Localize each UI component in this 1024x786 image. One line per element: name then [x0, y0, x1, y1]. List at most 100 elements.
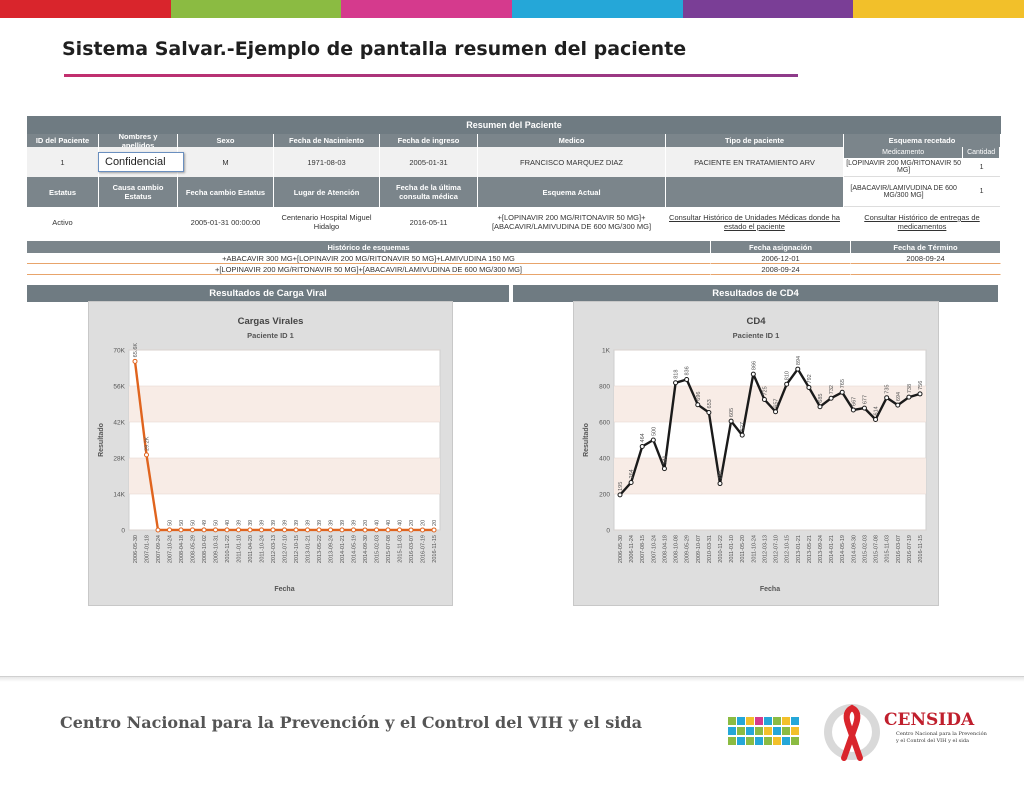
- x-tick-label: 2014-09-30: [851, 535, 857, 563]
- data-point: [784, 381, 790, 387]
- x-tick-label: 2014-09-30: [363, 535, 369, 563]
- data-point: [201, 527, 207, 533]
- y-axis-label: Resultado: [583, 423, 590, 457]
- col-header-estatus: Estatus: [27, 177, 99, 207]
- color-band-yellow: [853, 0, 1024, 18]
- data-point: [661, 466, 667, 472]
- col-header-causa: Causa cambio Estatus: [99, 177, 178, 207]
- y-tick-label: 42K: [113, 420, 125, 427]
- chart-subtitle: Paciente ID 1: [733, 331, 780, 340]
- med-name: [LOPINAVIR 200 MG/RITONAVIR 50 MG]: [846, 160, 961, 174]
- data-point: [617, 492, 623, 498]
- patient-summary-table: Resumen del Paciente ID del Paciente Nom…: [27, 116, 1001, 237]
- med-row: [ABACAVIR/LAMIVUDINA DE 600 MG/300 MG] 1: [844, 177, 1000, 207]
- history-header-esquemas: Histórico de esquemas: [27, 241, 711, 253]
- medications-subtable: Medicamento Cantidad [LOPINAVIR 200 MG/R…: [844, 147, 1001, 177]
- value-id: 1: [27, 147, 99, 177]
- history-header-termino: Fecha de Término: [851, 241, 1001, 253]
- y-tick-label: 70K: [113, 348, 125, 355]
- col-header-lugar: Lugar de Atención: [274, 177, 380, 207]
- section-cd4: Resultados de CD4: [513, 285, 998, 302]
- data-point: [817, 404, 823, 410]
- data-label: 866: [751, 361, 757, 370]
- data-point: [155, 527, 161, 533]
- x-tick-label: 2007-09-24: [156, 535, 162, 563]
- data-point: [873, 416, 879, 422]
- value-ultima-consulta: 2016-05-11: [380, 207, 478, 237]
- col-header-tipo: Tipo de paciente: [666, 134, 844, 147]
- data-label: 836: [685, 366, 691, 375]
- slide-title: Sistema Salvar.-Ejemplo de pantalla resu…: [62, 38, 687, 60]
- chart-title: Cargas Virales: [238, 316, 304, 327]
- data-point: [259, 527, 264, 533]
- data-point: [305, 527, 310, 533]
- link-historico-entregas[interactable]: Consultar Histórico de entregas de medic…: [844, 207, 1001, 237]
- section-carga-viral: Resultados de Carga Viral: [27, 285, 509, 302]
- data-point: [351, 527, 356, 533]
- x-tick-label: 2011-05-20: [740, 535, 746, 563]
- x-tick-label: 2016-07-19: [907, 535, 913, 563]
- x-axis-label: Fecha: [760, 586, 780, 593]
- col-header-nacimiento: Fecha de Nacimiento: [274, 134, 380, 147]
- data-label: 527: [740, 422, 746, 431]
- data-point: [628, 479, 634, 485]
- summary-header-row-2: Estatus Causa cambio Estatus Fecha cambi…: [27, 177, 1001, 207]
- data-label: 765: [840, 379, 846, 388]
- data-point: [761, 397, 767, 402]
- data-point: [385, 527, 391, 533]
- y-tick-label: 200: [599, 492, 610, 499]
- y-tick-label: 0: [606, 528, 610, 535]
- data-point: [178, 527, 184, 533]
- footer-text: Centro Nacional para la Prevención y el …: [60, 713, 642, 732]
- data-label: 20: [363, 520, 369, 526]
- data-point: [236, 527, 241, 533]
- x-tick-label: 2007-01-18: [145, 535, 151, 563]
- data-label: 40: [225, 520, 231, 526]
- y-tick-label: 14K: [113, 492, 125, 499]
- y-axis-label: Resultado: [98, 423, 105, 457]
- data-point: [750, 371, 756, 377]
- data-point: [839, 389, 845, 395]
- summary-value-row-2: Activo 2005-01-31 00:00:00 Centenario Ho…: [27, 207, 1001, 237]
- data-point: [374, 527, 379, 533]
- table-row: +ABACAVIR 300 MG+[LOPINAVIR 200 MG/RITON…: [27, 253, 1001, 264]
- data-point: [673, 380, 679, 386]
- viral-load-chart: Cargas Virales Paciente ID 1 0 14K 28K 42K 56K…: [88, 301, 453, 606]
- col-header-ultima-consulta: Fecha de la última consulta médica: [380, 177, 478, 207]
- value-estatus: Activo: [27, 207, 99, 237]
- data-point: [362, 527, 368, 533]
- data-point: [895, 402, 901, 408]
- med-qty: 1: [979, 188, 984, 195]
- data-label: 677: [862, 395, 868, 404]
- history-asignacion: 2008-09-24: [711, 264, 851, 275]
- x-tick-label: 2010-11-22: [225, 535, 231, 563]
- data-label: 500: [651, 427, 657, 436]
- data-point: [728, 418, 734, 424]
- x-tick-label: 2011-01-10: [729, 535, 735, 563]
- data-label: 810: [785, 371, 791, 380]
- link-historico-unidades[interactable]: Consultar Histórico de Unidades Médicas …: [666, 207, 844, 237]
- censida-logo: CENSIDA Centro Nacional para la Prevenci…: [822, 700, 987, 764]
- data-point: [132, 358, 138, 364]
- data-point: [639, 443, 645, 449]
- chart-title: CD4: [746, 316, 766, 327]
- data-point: [408, 527, 414, 533]
- chart-subtitle: Paciente ID 1: [247, 331, 294, 340]
- data-point: [684, 377, 690, 383]
- x-tick-label: 2008-04-18: [179, 535, 185, 563]
- x-tick-label: 2016-07-19: [421, 535, 427, 563]
- med-header-cantidad: Cantidad: [963, 147, 1000, 158]
- cd4-chart-svg: CD4 Paciente ID 1 0 200 400 600 800 1K Resultado…: [583, 316, 927, 593]
- data-point: [650, 437, 656, 443]
- history-header-asignacion: Fecha asignación: [711, 241, 851, 253]
- x-tick-label: 2006-11-24: [629, 535, 635, 563]
- data-point: [167, 527, 172, 533]
- data-label: 725: [762, 386, 768, 395]
- data-point: [270, 527, 276, 533]
- data-label: 685: [818, 394, 824, 403]
- table-row: +[LOPINAVIR 200 MG/RITONAVIR 50 MG]+[ABA…: [27, 264, 1001, 275]
- x-tick-label: 2007-10-24: [168, 535, 174, 563]
- x-tick-label: 2010-03-31: [707, 535, 713, 563]
- data-point: [247, 527, 253, 533]
- x-tick-label: 2008-10-02: [202, 535, 208, 563]
